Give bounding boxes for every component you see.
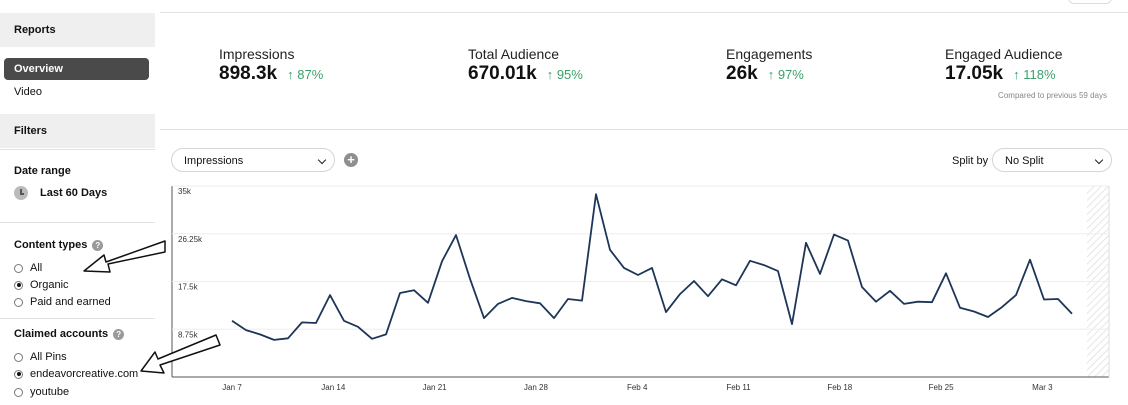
impressions-series-line <box>231 193 1073 341</box>
account-endeavor-label: endeavorcreative.com <box>30 368 139 380</box>
radio-icon[interactable] <box>14 263 23 273</box>
content-type-paid[interactable]: Paid and earned <box>14 296 111 308</box>
date-range-label: Date range <box>14 165 71 177</box>
y-tick-labels: 35k 26.25k 17.5k 8.75k <box>178 187 203 339</box>
help-icon[interactable]: ? <box>113 328 125 340</box>
divider <box>0 222 155 223</box>
metric-change: ↑ 87% <box>287 67 323 82</box>
metric-value: 17.05k <box>945 63 1004 84</box>
reports-header: Reports <box>0 13 155 47</box>
metric-label: Total Audience <box>468 46 560 62</box>
radio-selected-icon[interactable] <box>14 369 23 379</box>
metric-change-value: 118% <box>1023 67 1056 82</box>
claimed-accounts-label: Claimed accounts? <box>14 328 125 340</box>
y-tick-label: 17.5k <box>178 283 199 292</box>
add-metric-icon[interactable]: + <box>344 153 358 167</box>
sidebar: Reports Overview Video Filters Date rang… <box>0 0 155 405</box>
divider <box>160 12 1128 13</box>
x-tick-label: Feb 11 <box>726 383 751 392</box>
content-types-label: Content types? <box>14 239 104 251</box>
x-tick-labels: Jan 7 Jan 14 Jan 21 Jan 28 Feb 4 Feb 11 Feb 18… <box>222 383 1053 392</box>
x-tick-label: Feb 4 <box>627 383 648 392</box>
split-select[interactable]: No Split <box>992 148 1112 172</box>
x-tick-label: Mar 3 <box>1032 383 1053 392</box>
metric-change: ↑ 118% <box>1013 67 1055 82</box>
account-youtube[interactable]: youtube <box>14 386 69 398</box>
split-by-label: Split by <box>952 155 989 167</box>
metric-value: 898.3k <box>219 63 278 84</box>
nav-video[interactable]: Video <box>14 86 42 98</box>
date-range-value: Last 60 Days <box>40 187 108 199</box>
radio-icon[interactable] <box>14 387 23 397</box>
x-tick-label: Jan 28 <box>524 383 549 392</box>
metric-change-value: 95% <box>556 67 583 82</box>
metric-value: 670.01k <box>468 63 537 84</box>
metric-select-value: Impressions <box>184 155 244 167</box>
radio-selected-icon[interactable] <box>14 280 23 290</box>
grid-lines <box>172 185 1109 330</box>
radio-icon[interactable] <box>14 297 23 307</box>
x-tick-label: Feb 25 <box>929 383 954 392</box>
metric-label: Engagements <box>726 46 813 62</box>
account-youtube-label: youtube <box>30 386 70 398</box>
divider <box>0 149 155 150</box>
help-icon[interactable]: ? <box>92 239 104 251</box>
metric-engaged-audience: Engaged Audience 17.05k ↑ 118% <box>945 46 1063 85</box>
metric-change: ↑ 97% <box>768 67 804 82</box>
metric-engagements: Engagements 26k ↑ 97% <box>726 46 812 85</box>
metric-total-audience: Total Audience 670.01k ↑ 95% <box>468 46 583 85</box>
content-type-paid-label: Paid and earned <box>30 296 111 308</box>
x-tick-label: Feb 18 <box>827 383 852 392</box>
metric-change-value: 87% <box>297 67 324 82</box>
metric-value: 26k <box>726 63 758 84</box>
series-lines <box>231 193 1073 341</box>
arrow-up-icon: ↑ <box>767 67 775 82</box>
content-type-all-label: All <box>30 262 43 274</box>
divider <box>160 129 1128 130</box>
metric-label: Impressions <box>219 46 295 62</box>
metric-label: Engaged Audience <box>945 46 1063 62</box>
metric-impressions: Impressions 898.3k ↑ 87% <box>219 46 323 85</box>
metric-change-value: 97% <box>777 67 804 82</box>
x-tick-label: Jan 21 <box>423 383 448 392</box>
chevron-down-icon <box>1094 155 1104 165</box>
radio-icon[interactable] <box>14 352 23 362</box>
x-tick-label: Jan 7 <box>222 383 242 392</box>
account-all-pins-label: All Pins <box>30 351 67 363</box>
arrow-up-icon: ↑ <box>1013 67 1020 82</box>
split-select-value: No Split <box>1005 155 1044 167</box>
incomplete-data-region <box>1087 186 1109 377</box>
content-type-organic[interactable]: Organic <box>14 279 69 291</box>
content-types-text: Content types <box>14 239 88 251</box>
compared-note: Compared to previous 59 days <box>998 91 1107 100</box>
divider <box>0 318 155 319</box>
account-all-pins[interactable]: All Pins <box>14 351 67 363</box>
y-tick-label: 35k <box>178 187 192 196</box>
y-tick-label: 8.75k <box>178 330 199 339</box>
metric-change: ↑ 95% <box>547 67 583 82</box>
top-right-button[interactable] <box>1068 0 1112 4</box>
x-tick-label: Jan 14 <box>321 383 346 392</box>
y-tick-label: 26.25k <box>178 235 203 244</box>
filters-header: Filters <box>0 114 155 148</box>
arrow-up-icon: ↑ <box>287 67 294 82</box>
date-range-picker[interactable]: Last 60 Days <box>14 186 107 200</box>
claimed-accounts-text: Claimed accounts <box>14 328 109 340</box>
chevron-down-icon <box>317 155 327 165</box>
metric-select[interactable]: Impressions <box>171 148 335 172</box>
account-endeavor[interactable]: endeavorcreative.com <box>14 368 138 380</box>
arrow-up-icon: ↑ <box>546 67 554 82</box>
clock-icon <box>14 186 28 200</box>
content-type-all[interactable]: All <box>14 262 42 274</box>
content-type-organic-label: Organic <box>30 279 69 291</box>
nav-overview[interactable]: Overview <box>4 58 149 80</box>
